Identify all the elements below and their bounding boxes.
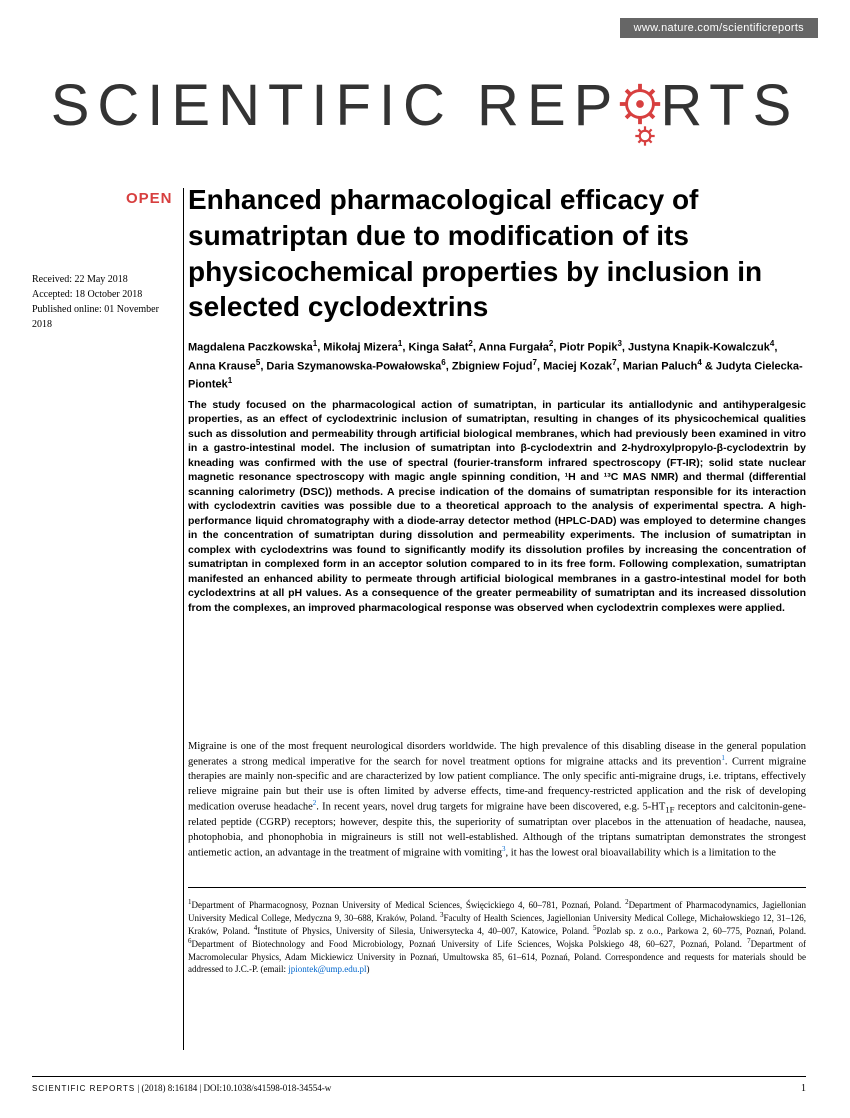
journal-title-post: RTS bbox=[660, 73, 799, 138]
header-url-bar: www.nature.com/scientificreports bbox=[620, 18, 818, 38]
header-url: www.nature.com/scientificreports bbox=[634, 22, 804, 34]
accepted-date: Accepted: 18 October 2018 bbox=[32, 287, 180, 302]
vertical-divider bbox=[183, 188, 184, 1050]
footer-citation-text: | (2018) 8:16184 | DOI:10.1038/s41598-01… bbox=[135, 1083, 331, 1093]
gear-icon-wrapper bbox=[620, 72, 660, 139]
journal-title-pre: SCIENTIFIC REP bbox=[51, 73, 621, 138]
gear-icon bbox=[616, 80, 664, 128]
section-divider bbox=[188, 887, 806, 888]
authors-list: Magdalena Paczkowska1, Mikołaj Mizera1, … bbox=[188, 338, 806, 394]
published-date: Published online: 01 November 2018 bbox=[32, 302, 180, 332]
journal-title: SCIENTIFIC REP RTS bbox=[0, 72, 850, 139]
affiliations: 1Department of Pharmacognosy, Poznan Uni… bbox=[188, 898, 806, 975]
footer: SCIENTIFIC REPORTS | (2018) 8:16184 | DO… bbox=[32, 1076, 806, 1094]
open-access-badge: OPEN bbox=[126, 190, 173, 207]
abstract: The study focused on the pharmacological… bbox=[188, 398, 806, 615]
body-intro: Migraine is one of the most frequent neu… bbox=[188, 740, 806, 861]
footer-journal-label: SCIENTIFIC REPORTS bbox=[32, 1084, 135, 1093]
gear-small-icon bbox=[634, 125, 656, 147]
received-date: Received: 22 May 2018 bbox=[32, 272, 180, 287]
page-number: 1 bbox=[801, 1083, 806, 1094]
dates-block: Received: 22 May 2018 Accepted: 18 Octob… bbox=[32, 272, 180, 332]
footer-citation: SCIENTIFIC REPORTS | (2018) 8:16184 | DO… bbox=[32, 1083, 331, 1094]
article-title: Enhanced pharmacological efficacy of sum… bbox=[188, 182, 806, 325]
